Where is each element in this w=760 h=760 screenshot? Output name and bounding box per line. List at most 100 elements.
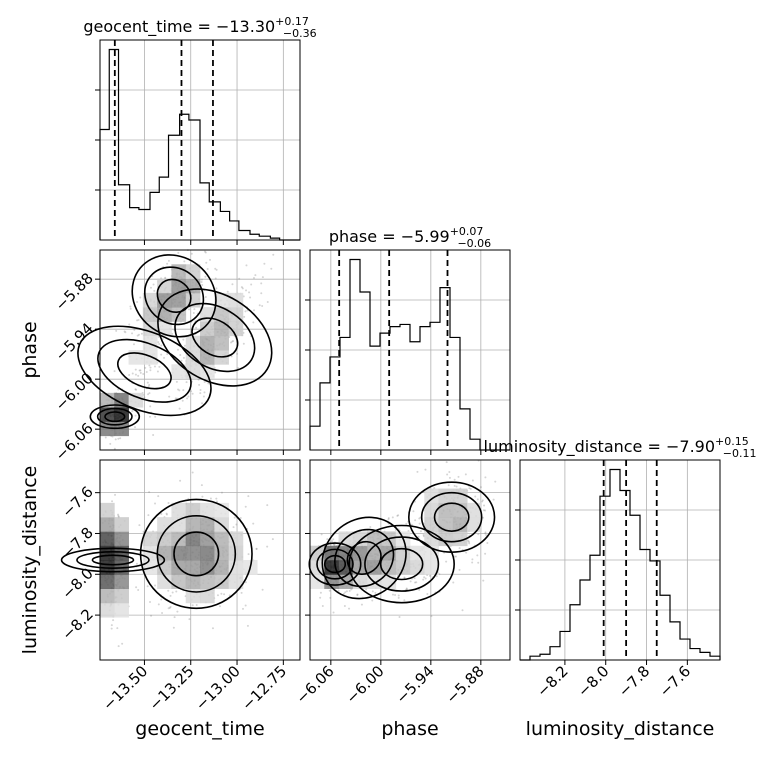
sample-point [176, 610, 179, 613]
density-cell [214, 560, 229, 575]
sample-point [243, 315, 246, 318]
sample-point [445, 560, 448, 563]
sample-point [244, 581, 247, 584]
x-tick-label: −6.00 [342, 662, 387, 707]
density-cell [185, 502, 201, 518]
sample-point [447, 484, 450, 487]
sample-point [190, 390, 193, 393]
density-cell [200, 321, 215, 337]
sample-point [137, 374, 140, 377]
sample-point [119, 437, 122, 440]
sample-point [171, 591, 174, 594]
sample-point [374, 591, 377, 594]
sample-point [485, 534, 488, 537]
density-layer [99, 249, 497, 648]
sample-point [457, 475, 460, 478]
sample-point [115, 329, 118, 332]
sample-point [483, 504, 486, 507]
sample-point [356, 593, 359, 596]
sample-point [479, 486, 482, 489]
panel-title-luminosity_distance: luminosity_distance = −7.90+0.15 −0.11 [484, 435, 757, 460]
sample-point [484, 532, 487, 535]
sample-point [204, 251, 207, 254]
sample-point [191, 471, 194, 474]
contour-level [77, 325, 212, 417]
sample-point [131, 372, 134, 375]
sample-point [116, 627, 119, 630]
sample-point [137, 333, 140, 336]
sample-point [244, 604, 247, 607]
sample-point [458, 547, 461, 550]
density-cell [157, 278, 172, 294]
density-cell [185, 335, 201, 351]
sample-point [149, 366, 152, 369]
sample-point [255, 547, 258, 550]
sample-point [255, 548, 258, 551]
sample-point [409, 580, 412, 583]
sample-point [245, 264, 248, 267]
sample-point [188, 308, 191, 311]
contour-level [89, 404, 141, 430]
sample-point [169, 605, 172, 608]
sample-point [177, 388, 180, 391]
y-tick-label: −7.8 [58, 524, 96, 562]
sample-point [117, 513, 120, 516]
sample-point [414, 581, 417, 584]
sample-point [343, 605, 346, 608]
sample-point [209, 497, 212, 500]
sample-point [455, 555, 458, 558]
sample-point [191, 604, 194, 607]
density-cell [142, 531, 158, 547]
sample-point [173, 616, 176, 619]
sample-point [468, 487, 471, 490]
density-cell [200, 350, 215, 365]
density-cell [157, 545, 172, 561]
sample-point [348, 589, 351, 592]
density-cell [100, 531, 115, 547]
density-cell [352, 574, 368, 589]
y-tick-label: −5.88 [52, 269, 97, 314]
text-layer: geocent_time = −13.30+0.17 −0.36 phase = −… [19, 15, 756, 740]
density-cell [424, 488, 439, 504]
density-cell [142, 350, 158, 365]
density-cell [200, 574, 215, 589]
sample-point [110, 627, 113, 630]
sample-point [228, 594, 231, 597]
sample-point [418, 517, 421, 520]
panel-frame [99, 459, 301, 661]
density-cell [228, 574, 244, 589]
sample-point [161, 611, 164, 614]
histogram-geocent_time [99, 48, 300, 241]
sample-point [482, 516, 485, 519]
contour-level [143, 266, 205, 326]
sample-point [177, 251, 180, 254]
sample-point [271, 538, 274, 541]
contour-level [104, 411, 126, 423]
sample-point [343, 592, 346, 595]
sample-point [223, 593, 226, 596]
y-tick-label: −8.2 [58, 605, 96, 643]
density-cell [200, 517, 215, 532]
sample-point [135, 562, 138, 565]
sample-point [474, 495, 477, 498]
sample-point [135, 388, 138, 391]
sample-point [231, 340, 234, 343]
sample-point [147, 514, 150, 517]
sample-point [230, 341, 233, 344]
sample-point [138, 369, 141, 372]
sample-point [482, 579, 485, 582]
sample-point [428, 574, 431, 577]
density-cell [185, 560, 201, 575]
sample-point [387, 517, 390, 520]
sample-point [112, 619, 115, 622]
sample-point [239, 517, 242, 520]
sample-point [477, 533, 480, 536]
sample-point [394, 593, 397, 596]
density-cell [200, 545, 215, 561]
sample-point [321, 605, 324, 608]
sample-point [266, 301, 269, 304]
sample-point [232, 340, 235, 343]
sample-point [481, 500, 484, 503]
sample-point [245, 289, 248, 292]
sample-point [241, 607, 244, 610]
